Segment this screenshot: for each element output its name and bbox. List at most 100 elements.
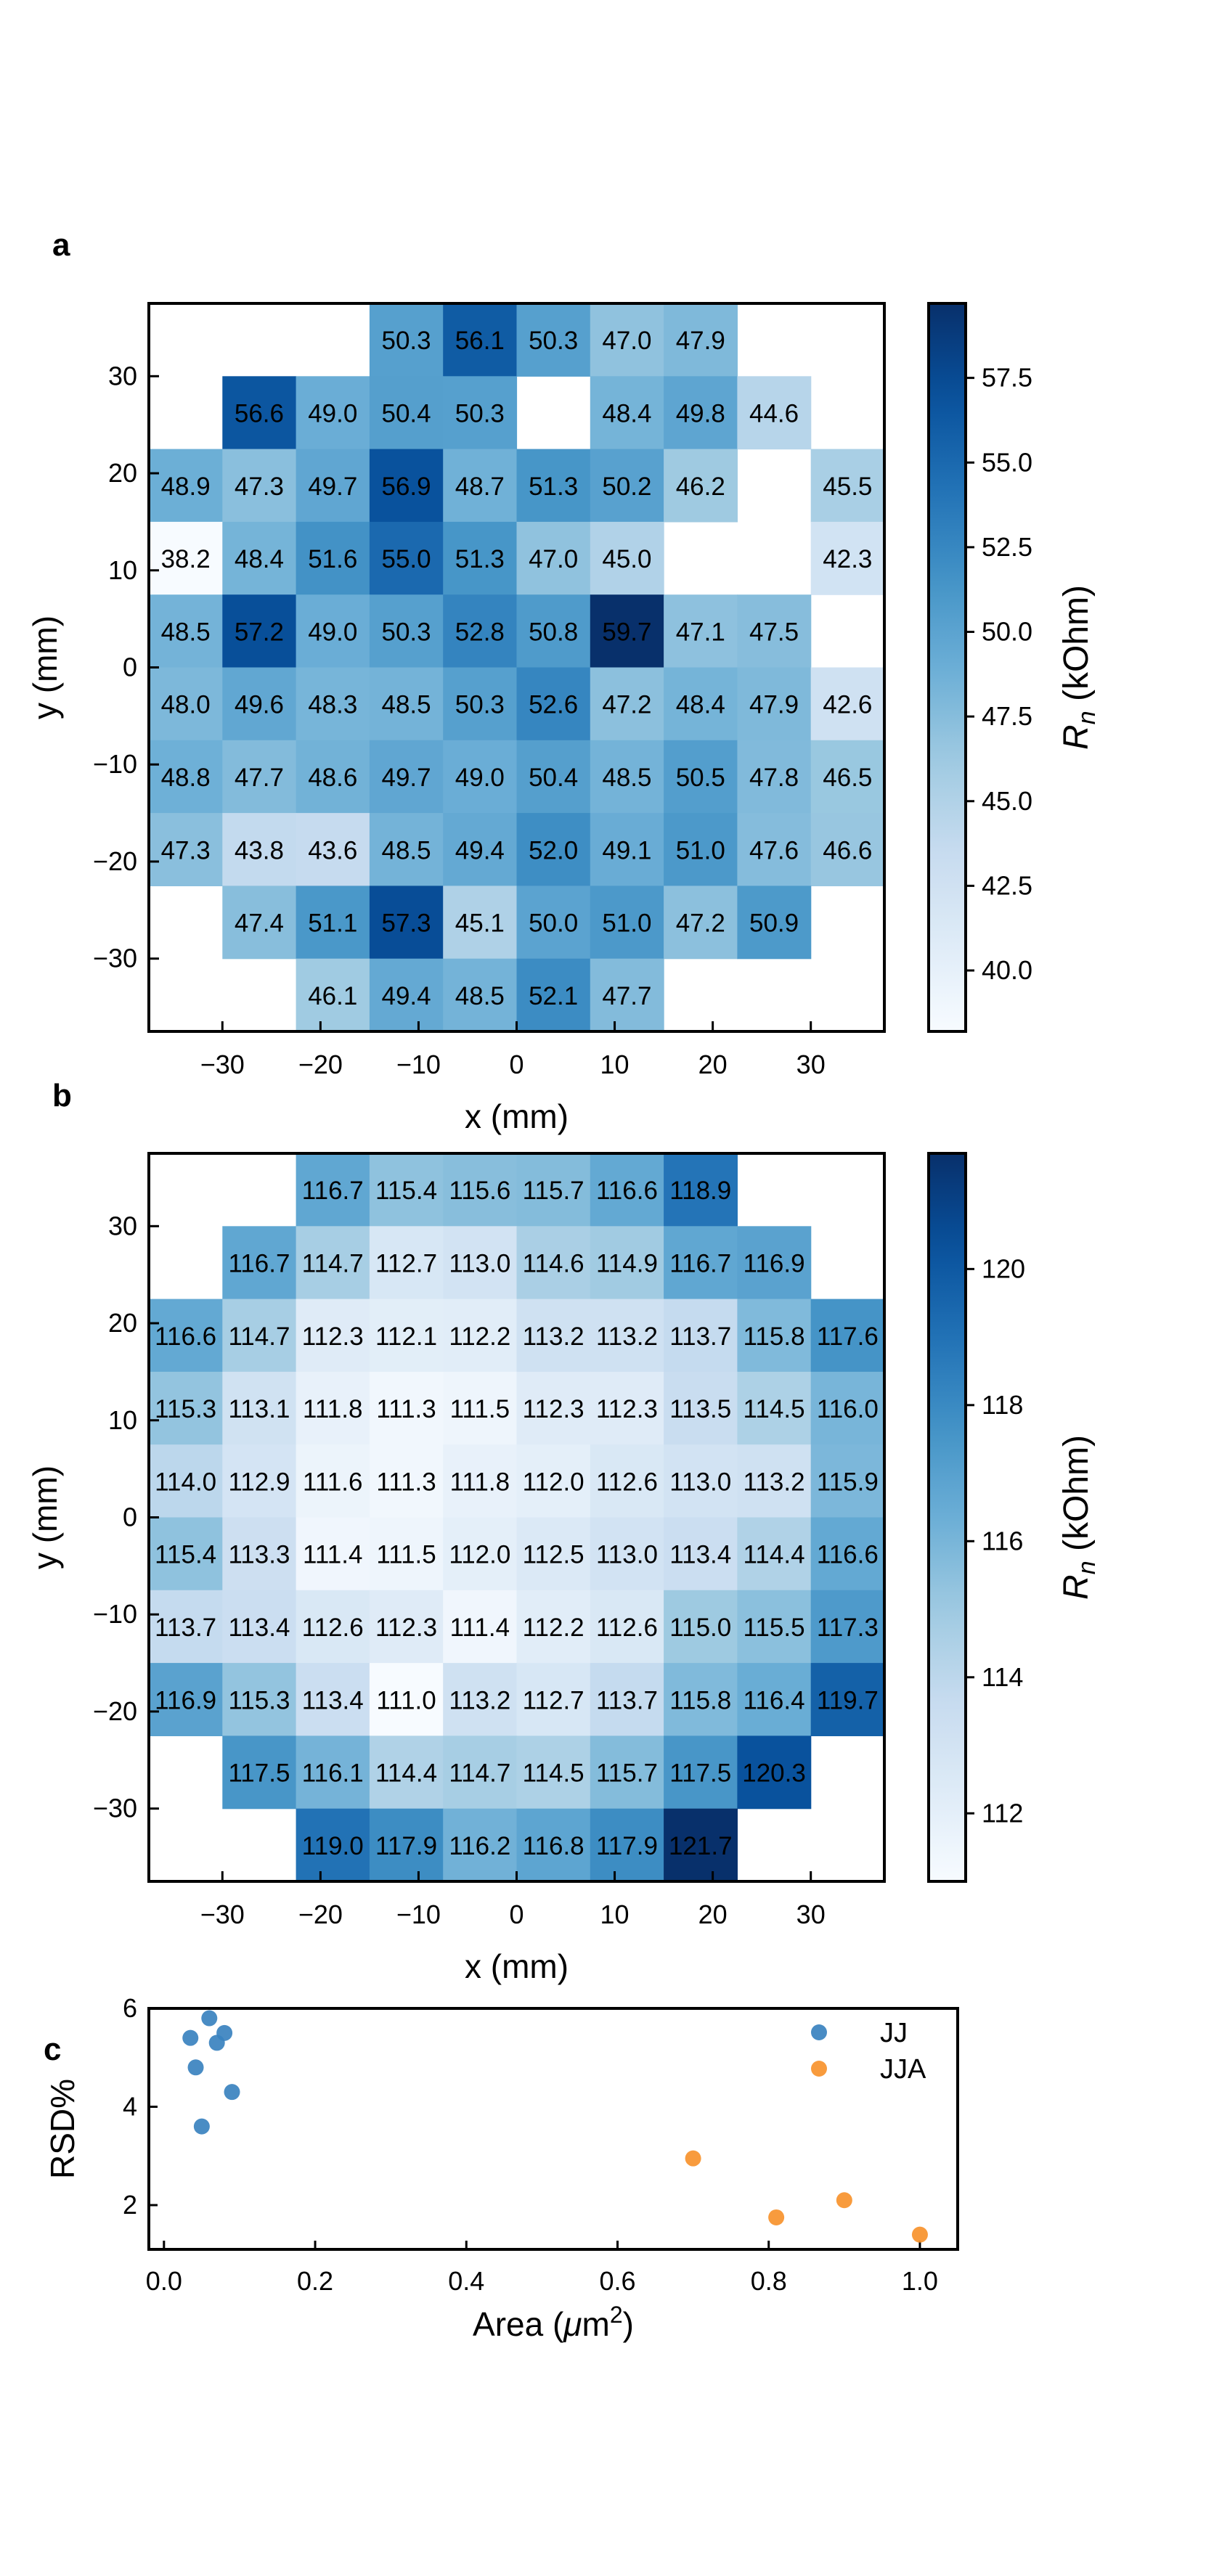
cell-value-label: 50.9 <box>749 909 799 938</box>
cell-value-label: 115.3 <box>155 1395 216 1423</box>
heatmap-cell <box>369 958 444 1032</box>
cell-value-label: 42.6 <box>823 691 872 719</box>
heatmap-cell <box>443 594 518 668</box>
heatmap-cell <box>590 1663 664 1736</box>
cell-value-label: 119.7 <box>817 1686 879 1714</box>
y-tick-label: −30 <box>93 1794 137 1823</box>
heatmap-cell <box>810 1444 885 1518</box>
heatmap-cell <box>222 1517 297 1591</box>
y-tick-label: −30 <box>93 944 137 973</box>
cell-value-label: 49.0 <box>308 618 357 646</box>
cell-value-label: 51.0 <box>602 909 651 938</box>
cell-value-label: 113.0 <box>449 1249 510 1277</box>
scatter-point-jj <box>193 2118 210 2135</box>
heatmap-cell <box>443 303 518 377</box>
cell-value-label: 116.6 <box>155 1322 216 1351</box>
cell-value-label: 56.9 <box>381 473 431 501</box>
heatmap-cell <box>516 886 591 960</box>
heatmap-cell <box>737 740 812 814</box>
legend-label-jj: JJ <box>880 2018 908 2048</box>
cell-value-label: 114.7 <box>449 1759 510 1788</box>
cell-value-label: 116.9 <box>743 1249 805 1277</box>
cell-value-label: 51.3 <box>529 473 578 501</box>
heatmap-cell <box>590 1444 664 1518</box>
heatmap-cell <box>149 1371 223 1445</box>
cell-value-label: 50.3 <box>455 399 505 428</box>
cell-value-label: 45.0 <box>602 545 651 573</box>
heatmap-cell <box>516 1663 591 1736</box>
x-tick-label: 0.8 <box>751 2266 787 2296</box>
cell-value-label: 121.7 <box>669 1832 733 1860</box>
cell-value-label: 112.3 <box>302 1322 364 1351</box>
heatmap-cell <box>369 376 444 450</box>
heatmap-cell <box>149 1299 223 1373</box>
heatmap-cell <box>590 958 664 1032</box>
heatmap-cell <box>443 1663 518 1736</box>
scatter-point-jja <box>836 2192 852 2209</box>
y-tick-label: 10 <box>108 555 137 585</box>
y-tick-label: 20 <box>108 458 137 488</box>
x-axis-label: x (mm) <box>465 1097 569 1135</box>
heatmap-cell <box>737 1226 812 1300</box>
cell-value-label: 50.4 <box>381 399 431 428</box>
y-tick-label: −10 <box>93 1599 137 1629</box>
cell-value-label: 114.6 <box>523 1249 584 1277</box>
cell-value-label: 52.6 <box>529 691 578 719</box>
heatmap-cell <box>443 1590 518 1664</box>
heatmap-cell <box>443 521 518 595</box>
colorbar-label-unit: (kOhm) <box>1057 585 1096 711</box>
cell-value-label: 112.2 <box>523 1614 584 1642</box>
heatmap-cell <box>810 521 885 595</box>
colorbar-tick-label: 40.0 <box>982 955 1032 985</box>
heatmap-cell <box>443 1153 518 1227</box>
heatmap-cell <box>149 594 223 668</box>
cell-value-label: 45.1 <box>455 909 505 938</box>
heatmap-panel-a: a 50.3 56.1 50.3 47.0 47.9 56.6 49.0 50.4 50.3 48.… <box>26 227 1101 1135</box>
x-tick-label: −30 <box>200 1900 245 1929</box>
heatmap-cell <box>664 813 738 886</box>
cell-value-label: 47.1 <box>676 618 725 646</box>
x-tick-label: 0 <box>509 1900 523 1929</box>
cell-value-label: 115.4 <box>375 1177 437 1205</box>
heatmap-cell <box>222 1226 297 1300</box>
heatmap-cell <box>222 376 297 450</box>
cell-value-label: 112.9 <box>228 1468 290 1496</box>
colorbar-label: Rn (kOhm) <box>1057 1435 1101 1600</box>
cell-value-label: 50.3 <box>455 691 505 719</box>
cell-value-label: 51.6 <box>308 545 357 573</box>
cell-value-label: 49.0 <box>455 764 505 792</box>
cell-value-label: 111.5 <box>450 1395 510 1423</box>
x-tick-label: −10 <box>396 1900 441 1929</box>
heatmap-cell <box>590 813 664 886</box>
heatmap-cell <box>443 1517 518 1591</box>
cell-value-label: 111.4 <box>450 1614 510 1642</box>
heatmap-cell <box>222 594 297 668</box>
legend-marker-jj <box>811 2024 827 2040</box>
cell-value-label: 55.0 <box>381 545 431 573</box>
colorbar-tick-label: 50.0 <box>982 617 1032 647</box>
heatmap-cell <box>810 1517 885 1591</box>
cell-value-label: 114.4 <box>743 1541 805 1569</box>
cell-value-label: 114.4 <box>375 1759 437 1788</box>
cell-value-label: 116.2 <box>449 1832 510 1860</box>
cell-value-label: 50.2 <box>602 473 651 501</box>
heatmap-cell <box>664 1590 738 1664</box>
cell-value-label: 48.4 <box>235 545 284 573</box>
heatmap-cell <box>222 521 297 595</box>
cell-value-label: 113.4 <box>302 1686 364 1714</box>
colorbar-label-symbol: R <box>1057 724 1096 750</box>
heatmap-cell <box>222 667 297 741</box>
cell-value-label: 116.1 <box>302 1759 364 1788</box>
cell-value-label: 113.2 <box>743 1468 805 1496</box>
cell-value-label: 118.9 <box>669 1177 731 1205</box>
cell-value-label: 50.3 <box>381 618 431 646</box>
heatmap-cell <box>369 594 444 668</box>
y-axis-label: RSD% <box>44 2079 81 2179</box>
heatmap-cell <box>296 376 370 450</box>
cell-value-label: 48.0 <box>161 691 211 719</box>
colorbar-tick-label: 47.5 <box>982 701 1032 731</box>
scatter-point-jja <box>768 2209 785 2225</box>
heatmap-cell <box>296 667 370 741</box>
colorbar-label-subscript: n <box>1073 1561 1101 1574</box>
heatmap-cell <box>149 813 223 886</box>
